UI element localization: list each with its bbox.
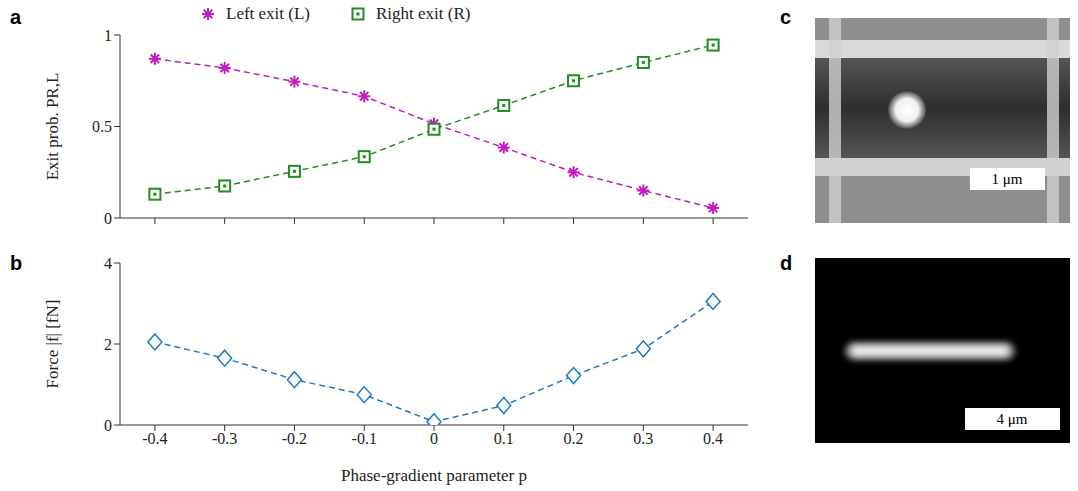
svg-text:Exit prob. PR,L: Exit prob. PR,L xyxy=(43,73,62,181)
svg-text:Force |f| [fN]: Force |f| [fN] xyxy=(43,300,62,389)
svg-text:0: 0 xyxy=(430,430,438,447)
svg-text:4: 4 xyxy=(104,255,112,272)
svg-text:1: 1 xyxy=(104,27,112,44)
svg-text:0.4: 0.4 xyxy=(703,430,723,447)
html-text:c: c xyxy=(780,6,792,28)
svg-text:0: 0 xyxy=(104,210,112,227)
svg-text:0: 0 xyxy=(104,417,112,434)
svg-text:0.2: 0.2 xyxy=(564,430,584,447)
svg-text:-0.1: -0.1 xyxy=(352,430,377,447)
html-text:a: a xyxy=(10,6,22,28)
svg-text:0.3: 0.3 xyxy=(633,430,653,447)
html-text:Left exit (L): Left exit (L) xyxy=(226,4,310,23)
svg-text:-0.3: -0.3 xyxy=(212,430,237,447)
html-text:b: b xyxy=(10,252,23,274)
html-text:Right exit (R): Right exit (R) xyxy=(376,4,471,23)
svg-text:0.1: 0.1 xyxy=(494,430,514,447)
svg-text:1 μm: 1 μm xyxy=(992,171,1023,187)
html-text:d: d xyxy=(780,252,793,274)
svg-text:Phase-gradient parameter p: Phase-gradient parameter p xyxy=(341,466,527,485)
svg-text:-0.2: -0.2 xyxy=(282,430,307,447)
svg-text:2: 2 xyxy=(104,336,112,353)
svg-text:0.5: 0.5 xyxy=(92,118,112,135)
svg-text:-0.4: -0.4 xyxy=(142,430,167,447)
svg-text:4 μm: 4 μm xyxy=(997,411,1028,427)
